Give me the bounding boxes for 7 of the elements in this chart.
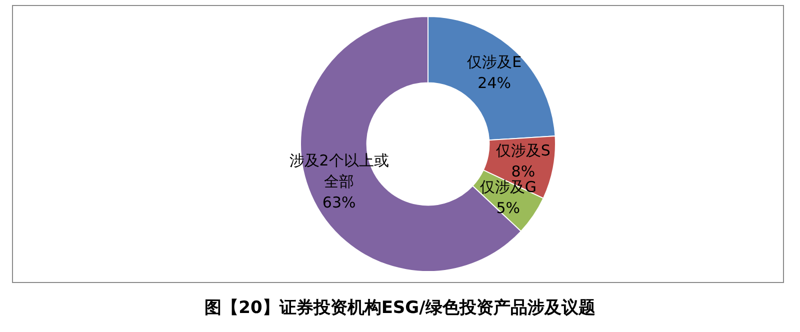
data-label: 8% <box>511 162 536 181</box>
data-label: 24% <box>478 74 512 92</box>
slice-label: 仅涉及E <box>467 52 522 71</box>
data-label: 5% <box>496 198 520 217</box>
text: 图【20】证券投资机构ESG/绿色投资产品涉及议题 <box>204 297 596 319</box>
data-label: 63% <box>322 193 356 212</box>
slice-label: 仅涉及S <box>496 142 550 160</box>
